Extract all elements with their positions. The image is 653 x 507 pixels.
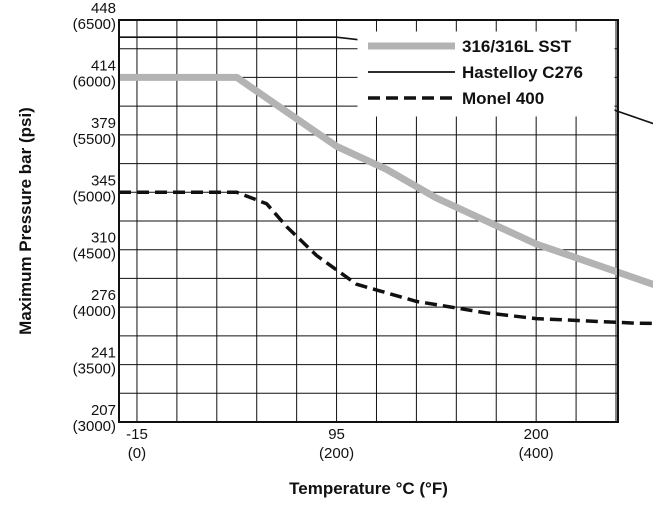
x-tick-label-celsius: 95 xyxy=(328,426,345,443)
y-tick-label-bar: 241 xyxy=(91,345,116,362)
legend-label: 316/316L SST xyxy=(462,37,572,56)
y-tick-label-psi: (3500) xyxy=(73,361,116,378)
x-axis-title: Temperature °C (°F) xyxy=(289,479,448,498)
x-tick-label-celsius: 200 xyxy=(524,426,549,443)
y-tick-label-bar: 276 xyxy=(91,287,116,304)
y-tick-label-bar: 310 xyxy=(91,230,116,247)
series-line-monel-400 xyxy=(119,190,653,326)
x-tick-label-fahrenheit: (400) xyxy=(519,445,554,462)
y-tick-label-psi: (4000) xyxy=(73,303,116,320)
y-tick-labels: 207(3000)241(3500)276(4000)310(4500)345(… xyxy=(73,0,116,435)
y-tick-label-bar: 345 xyxy=(91,172,116,189)
x-tick-label-fahrenheit: (0) xyxy=(128,445,146,462)
x-tick-labels: -15(0)95(200)200(400)315(600)425(800)540… xyxy=(126,426,554,462)
y-tick-label-bar: 414 xyxy=(91,57,116,74)
y-axis-title: Maximum Pressure bar (psi) xyxy=(16,107,35,335)
y-tick-label-psi: (6000) xyxy=(73,73,116,90)
y-tick-label-bar: 207 xyxy=(91,402,116,419)
y-tick-label-psi: (6500) xyxy=(73,16,116,33)
x-tick-label-celsius: -15 xyxy=(126,426,148,443)
legend-label: Hastelloy C276 xyxy=(462,63,583,82)
x-tick-label-fahrenheit: (200) xyxy=(319,445,354,462)
y-tick-label-psi: (3000) xyxy=(73,418,116,435)
plot-frame xyxy=(118,19,619,423)
legend-label: Monel 400 xyxy=(462,89,544,108)
legend: 316/316L SST Hastelloy C276 Monel 400 xyxy=(357,31,615,117)
y-tick-label-bar: 379 xyxy=(91,115,116,132)
y-tick-label-psi: (5000) xyxy=(73,188,116,205)
series-line-316-316l-sst xyxy=(119,73,653,288)
y-tick-label-psi: (4500) xyxy=(73,246,116,263)
y-tick-label-bar: 448 xyxy=(91,0,116,17)
y-tick-label-psi: (5500) xyxy=(73,131,116,148)
